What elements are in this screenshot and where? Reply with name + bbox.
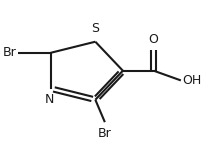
Text: O: O: [149, 33, 159, 46]
Text: Br: Br: [3, 46, 16, 59]
Text: Br: Br: [98, 127, 112, 140]
Text: OH: OH: [183, 74, 202, 87]
Text: S: S: [91, 22, 99, 35]
Text: N: N: [44, 93, 54, 107]
